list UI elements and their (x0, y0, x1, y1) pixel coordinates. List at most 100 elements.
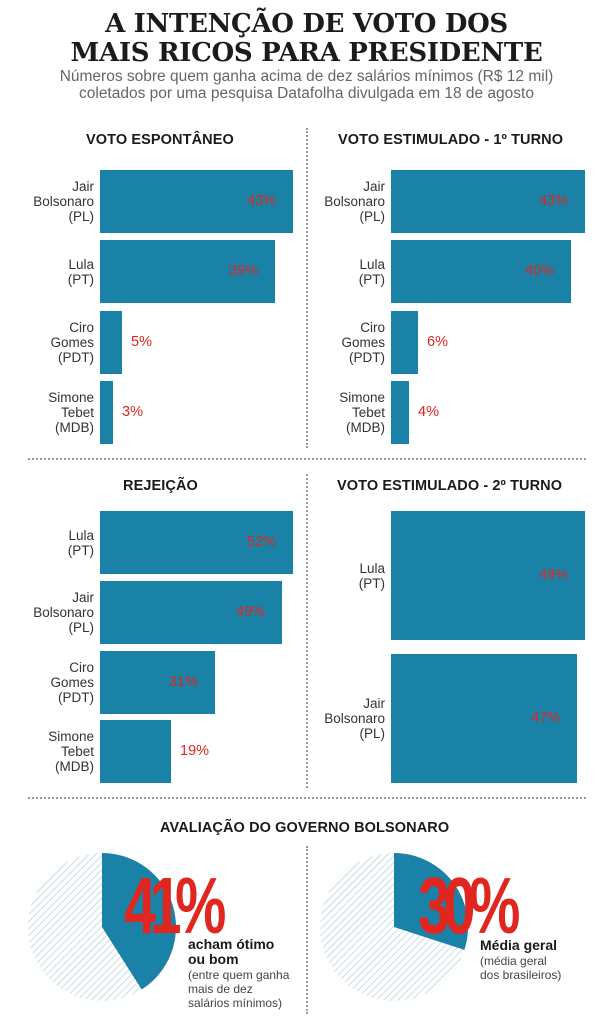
bar-category-label-line: Simone (48, 390, 94, 405)
pie-big-value-30: 30% (418, 861, 520, 950)
bar (391, 311, 418, 374)
bar-value-label: 19% (180, 742, 210, 759)
vertical-divider-middle (306, 474, 308, 788)
bar-category-label-line: (PDT) (58, 690, 94, 705)
bar-category-label: Lula (PT) (4, 257, 94, 287)
bar-category-label: Ciro Gomes (PDT) (295, 320, 385, 365)
bar-value-label: 43% (247, 192, 277, 209)
bar-value-label: 52% (247, 533, 277, 550)
bar-category-label-line: (MDB) (346, 420, 385, 435)
bar-category-label: Jair Bolsonaro (PL) (4, 179, 94, 224)
pie-note-41-line-1: (entre quem ganha (188, 968, 290, 982)
bar-category-label-line: (PT) (358, 271, 385, 287)
bar-value-label: 5% (131, 333, 152, 350)
bar-category-label-line: (MDB) (55, 759, 94, 774)
pie-caption-41: acham ótimo ou bom (188, 937, 274, 967)
bar-category-label-line: Ciro (69, 320, 94, 335)
bar (100, 651, 215, 714)
page-subtitle: Números sobre quem ganha acima de dez sa… (0, 68, 613, 102)
bar (100, 381, 113, 444)
pie-svg (28, 853, 176, 1001)
bar-category-label: Ciro Gomes (PDT) (4, 320, 94, 365)
bar-value-label: 31% (169, 673, 199, 690)
bar-category-label-line: Simone (48, 729, 94, 744)
chart-title-estimulado-1-turno: VOTO ESTIMULADO - 1º TURNO (338, 132, 564, 148)
chart-title-rejeicao: REJEIÇÃO (123, 478, 198, 494)
bar-category-label-line: (PL) (359, 209, 385, 224)
bar-category-label-line: Jair (72, 179, 94, 194)
vertical-divider-top (306, 128, 308, 448)
bar-category-label-line: Bolsonaro (33, 605, 94, 620)
bar-category-label-line: (PL) (359, 726, 385, 741)
bar-category-label-line: Lula (359, 256, 385, 272)
bar-value-label: 4% (418, 403, 439, 420)
bar-category-label-line: Simone (339, 390, 385, 405)
bar-category-label-line: (PDT) (58, 350, 94, 365)
bar-value-label: 40% (525, 262, 555, 279)
horizontal-divider-2 (28, 797, 586, 799)
pie-value-slice (394, 853, 469, 950)
bar-category-label-line: (MDB) (55, 420, 94, 435)
bar-category-label-line: Bolsonaro (324, 711, 385, 726)
bar-category-label-line: Ciro (69, 660, 94, 675)
bar-category-label: Simone Tebet (MDB) (295, 390, 385, 435)
bar-value-label: 49% (236, 603, 266, 620)
bar (391, 170, 585, 233)
pie-caption-41-line-1: acham ótimo (188, 936, 275, 952)
bar (391, 511, 585, 640)
bar-category-label-line: (PL) (68, 209, 94, 224)
pie-big-value-41: 41% (124, 861, 226, 950)
pie-caption-30-line-1: Média geral (480, 937, 558, 953)
pie-value-slice (102, 853, 176, 990)
pie-note-30-line-1: (média geral (480, 954, 547, 968)
bar-category-label-line: Jair (363, 696, 385, 711)
bar-category-label-line: Tebet (351, 405, 385, 420)
vertical-divider-bottom (306, 846, 308, 1014)
bar-category-label-line: (PT) (358, 575, 385, 591)
bar-category-label-line: Tebet (60, 744, 94, 759)
bar-value-label: 6% (427, 333, 448, 350)
bar (100, 240, 275, 303)
bar (100, 511, 293, 574)
title-line-2: MAIS RICOS PARA PRESIDENTE (70, 38, 543, 68)
subtitle-line-1: Números sobre quem ganha acima de dez sa… (59, 68, 554, 85)
bar-category-label: Ciro Gomes (PDT) (4, 660, 94, 705)
bar-category-label-line: Lula (68, 527, 94, 543)
pie-note-41: (entre quem ganha mais de dez salários m… (188, 968, 289, 1010)
subtitle-line-2: coletados por uma pesquisa Datafolha div… (79, 85, 534, 102)
bar-category-label-line: Ciro (360, 320, 385, 335)
bar-category-label: Simone Tebet (MDB) (4, 729, 94, 774)
chart-title-avaliacao: AVALIAÇÃO DO GOVERNO BOLSONARO (160, 820, 450, 836)
chart-title-estimulado-2-turno: VOTO ESTIMULADO - 2º TURNO (337, 478, 563, 494)
bar (100, 311, 122, 374)
pie-chart-30 (319, 852, 469, 1002)
pie-note-30-line-2: dos brasileiros) (480, 968, 562, 982)
bar-category-label: Jair Bolsonaro (PL) (295, 696, 385, 741)
pie-caption-41-line-2: ou bom (188, 951, 239, 967)
bar-category-label-line: (PT) (67, 271, 94, 287)
bar-category-label-line: Jair (363, 179, 385, 194)
bar-category-label: Lula (PT) (295, 561, 385, 591)
bar-category-label: Jair Bolsonaro (PL) (295, 179, 385, 224)
bar-category-label-line: Gomes (341, 335, 385, 350)
bar-category-label: Lula (PT) (4, 528, 94, 558)
bar-category-label-line: (PL) (68, 620, 94, 635)
pie-note-30: (média geral dos brasileiros) (480, 954, 561, 982)
bar-category-label-line: Lula (359, 560, 385, 576)
bar-value-label: 49% (539, 566, 569, 583)
bar-category-label-line: Gomes (50, 675, 94, 690)
bar-category-label: Lula (PT) (295, 257, 385, 287)
bar-category-label-line: (PDT) (349, 350, 385, 365)
pie-note-41-line-2: mais de dez (188, 982, 253, 996)
bar (100, 581, 282, 644)
pie-note-41-line-3: salários mínimos) (188, 996, 283, 1010)
pie-chart-41 (27, 852, 177, 1002)
bar-value-label: 43% (539, 192, 569, 209)
bar-category-label: Simone Tebet (MDB) (4, 390, 94, 435)
bar (100, 720, 171, 783)
bar-category-label-line: Tebet (60, 405, 94, 420)
horizontal-divider-1 (28, 458, 586, 460)
bar-category-label-line: Bolsonaro (324, 194, 385, 209)
bar-value-label: 3% (122, 403, 143, 420)
pie-svg (320, 853, 469, 1001)
